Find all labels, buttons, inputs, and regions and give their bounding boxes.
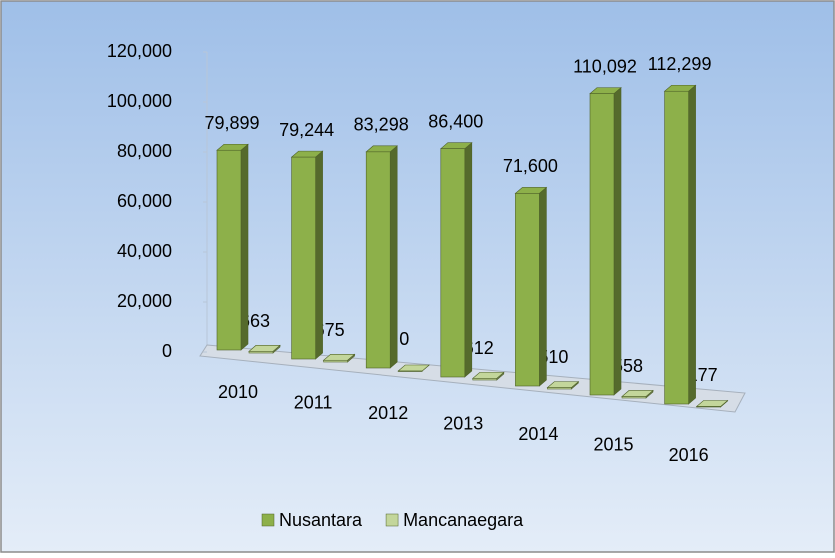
x-tick-label: 2011	[294, 392, 333, 412]
bar-side	[688, 84, 696, 405]
bar-side	[389, 145, 398, 369]
bar-side	[613, 86, 622, 396]
y-tick-label: 100,000	[107, 91, 172, 111]
bar-side	[315, 150, 323, 360]
value-label: 110,092	[573, 56, 637, 76]
bar	[365, 151, 391, 369]
bar	[547, 387, 572, 390]
x-tick-label: 2016	[669, 445, 709, 465]
legend-marker	[385, 513, 399, 527]
bar	[664, 90, 689, 405]
value-label: 79,899	[204, 113, 259, 133]
value-label: 112,299	[648, 54, 712, 74]
value-label: 71,600	[503, 156, 558, 176]
legend-label: Mancanaegara	[403, 510, 524, 530]
legend-marker	[261, 513, 275, 527]
bar	[589, 93, 615, 396]
x-tick-label: 2012	[368, 403, 408, 423]
bar-side	[240, 143, 249, 351]
value-label: 79,244	[279, 120, 334, 140]
bar-side	[539, 186, 547, 387]
bar	[397, 370, 423, 372]
x-tick-label: 2014	[518, 424, 558, 444]
y-tick-label: 80,000	[117, 141, 172, 161]
x-tick-label: 2013	[443, 413, 483, 433]
bar	[440, 148, 466, 378]
x-tick-label: 2015	[593, 434, 633, 454]
y-tick-label: 20,000	[117, 291, 172, 311]
bar	[621, 396, 647, 399]
value-label: 83,298	[354, 115, 409, 135]
bar-side	[464, 142, 473, 378]
y-tick-label: 40,000	[117, 241, 172, 261]
y-tick-label: 0	[162, 341, 172, 361]
bar	[323, 359, 348, 363]
bar	[291, 156, 316, 360]
x-tick-label: 2010	[218, 382, 258, 402]
y-tick-label: 120,000	[107, 41, 172, 61]
legend-label: Nusantara	[279, 510, 363, 530]
bar	[472, 378, 498, 381]
value-label: 86,400	[428, 111, 483, 131]
bar	[696, 406, 721, 408]
value-label: 0	[399, 329, 409, 349]
bar	[248, 351, 274, 354]
bar	[515, 193, 540, 387]
bar	[216, 149, 242, 351]
y-tick-label: 60,000	[117, 191, 172, 211]
